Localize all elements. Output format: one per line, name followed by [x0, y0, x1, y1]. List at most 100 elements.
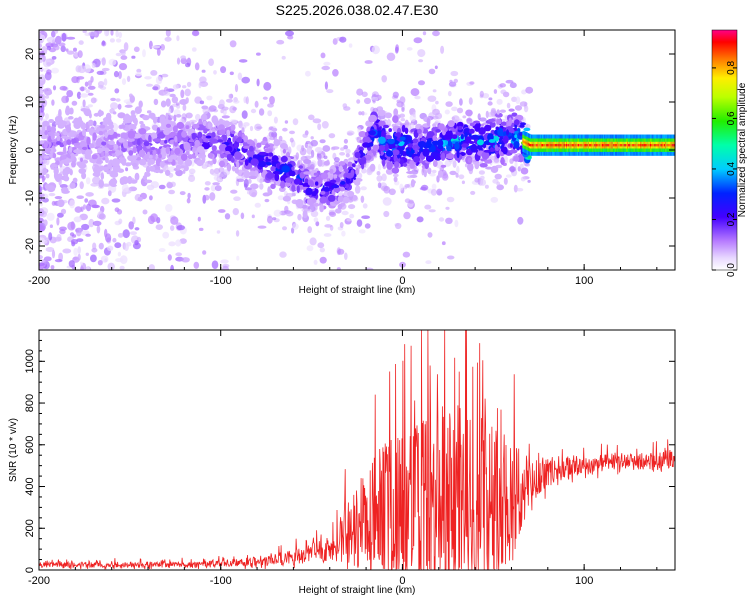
spectrogram-signal-blob	[393, 176, 398, 183]
spectrogram-signal-blob	[249, 145, 254, 152]
snr-xtick-label: 0	[399, 575, 405, 587]
spectrogram-signal-blob	[209, 138, 218, 144]
spectrogram-signal-blob	[337, 203, 343, 210]
spectrogram-signal-blob	[165, 146, 170, 155]
spectrogram-noise-blob	[51, 200, 56, 206]
spectrogram-signal-blob	[82, 129, 86, 137]
spectrogram-marks	[39, 30, 675, 270]
spectrogram-noise-blob	[100, 255, 109, 263]
spectrogram-noise-blob	[193, 261, 200, 269]
spectrogram-signal-blob	[127, 138, 135, 142]
spectrogram-signal-blob	[387, 155, 391, 161]
spectrogram-noise-blob	[287, 35, 294, 40]
spectrogram-signal-blob	[224, 127, 233, 133]
spectrogram-haze-blob	[492, 178, 499, 184]
spectrogram-signal-blob	[422, 148, 430, 157]
spectrogram-signal-blob	[495, 126, 500, 131]
spectrogram-noise-blob	[276, 39, 285, 45]
spectrogram-signal-blob	[46, 125, 51, 132]
spectrogram-noise-blob	[70, 239, 79, 245]
spectrogram-haze-blob	[247, 190, 251, 195]
spectrogram-haze-blob	[436, 188, 443, 196]
spectrogram-noise-blob	[73, 216, 82, 223]
spectrogram-signal-blob	[213, 150, 222, 154]
spectrogram-noise-blob	[256, 52, 261, 56]
spectrogram-signal-blob	[219, 129, 226, 135]
spectrogram-signal-blob	[514, 134, 518, 138]
spectrogram-noise-blob	[168, 241, 176, 247]
spectrogram-signal-blob	[101, 141, 107, 146]
spectrogram-signal-blob	[285, 177, 293, 183]
spectrogram-noise-blob	[383, 210, 390, 218]
spectrogram-signal-blob	[43, 155, 50, 159]
spectrogram-haze-blob	[452, 160, 457, 168]
spectrogram-ytick-label: 0	[24, 147, 36, 153]
spectrogram-signal-blob	[236, 160, 240, 169]
spectrogram-haze-blob	[395, 222, 402, 230]
snr-xtick-label: -100	[210, 575, 232, 587]
spectrogram-signal-blob	[246, 139, 254, 145]
spectrogram-noise-blob	[121, 50, 126, 56]
spectrogram-haze-blob	[240, 125, 247, 130]
spectrogram-noise-blob	[121, 78, 127, 85]
spectrogram-haze-blob	[334, 157, 340, 163]
spectrogram-noise-blob	[79, 261, 84, 266]
spectrogram-signal-blob	[410, 179, 415, 188]
spectrogram-signal-blob	[340, 181, 346, 185]
spectrogram-noise-blob	[114, 207, 120, 212]
spectrogram-signal-blob	[501, 121, 507, 126]
spectrogram-haze-blob	[182, 104, 187, 111]
spectrogram-signal-blob	[174, 147, 181, 155]
spectrogram-haze-blob	[217, 177, 223, 182]
spectrogram-noise-blob	[257, 225, 267, 229]
spectrogram-noise-blob	[74, 206, 83, 213]
spectrogram-signal-blob	[303, 171, 311, 175]
spectrogram-signal-blob	[201, 105, 209, 110]
spectrogram-signal-blob	[474, 149, 479, 153]
spectrogram-signal-blob	[494, 151, 499, 155]
spectrogram-noise-blob	[99, 213, 106, 220]
spectrogram-signal-blob	[118, 138, 125, 143]
spectrogram-noise-blob	[432, 30, 440, 37]
spectrogram-signal-blob	[227, 153, 233, 158]
spectrogram-haze-blob	[304, 155, 313, 160]
spectrogram-haze-blob	[360, 195, 365, 203]
spectrogram-noise-blob	[170, 216, 179, 225]
spectrogram-signal-blob	[185, 151, 190, 156]
spectrogram-signal-blob	[484, 124, 492, 132]
spectrogram-noise-blob	[54, 259, 63, 263]
spectrogram-signal-blob	[102, 157, 106, 161]
spectrogram-haze-blob	[201, 69, 206, 73]
spectrogram-haze-blob	[488, 97, 493, 101]
spectrogram-signal-blob	[127, 130, 136, 139]
spectrogram-signal-blob	[62, 129, 67, 136]
spectrogram-noise-blob	[155, 224, 163, 231]
spectrogram-signal-blob	[128, 123, 137, 131]
spectrogram-haze-blob	[441, 173, 449, 181]
spectrogram-haze-blob	[403, 211, 411, 220]
spectrogram-haze-blob	[424, 204, 432, 210]
spectrogram-haze-blob	[400, 118, 406, 122]
spectrogram-signal-blob	[142, 114, 150, 121]
spectrogram-haze-blob	[267, 215, 273, 224]
spectrogram-signal-blob	[385, 150, 394, 157]
spectrogram-haze-blob	[494, 173, 502, 180]
spectrogram-signal-blob	[291, 166, 295, 171]
spectrogram-haze-blob	[517, 216, 524, 225]
spectrogram-signal-blob	[285, 151, 291, 158]
spectrogram-signal-blob	[72, 177, 78, 183]
spectrogram-noise-blob	[85, 192, 94, 197]
spectrogram-signal-blob	[266, 172, 275, 179]
spectrogram-signal-blob	[127, 141, 134, 148]
spectrogram-haze-blob	[282, 127, 288, 132]
spectrogram-noise-blob	[128, 221, 134, 230]
spectrogram-noise-blob	[422, 31, 427, 36]
spectrogram-signal-blob	[446, 145, 452, 152]
spectrogram-noise-blob	[180, 57, 188, 65]
spectrogram-noise-blob	[165, 30, 171, 37]
spectrogram-signal-blob	[48, 119, 55, 123]
spectrogram-haze-blob	[396, 101, 404, 108]
spectrogram-signal-blob	[422, 129, 429, 134]
spectrogram-noise-blob	[82, 204, 87, 210]
spectrogram-signal-blob	[295, 199, 304, 208]
